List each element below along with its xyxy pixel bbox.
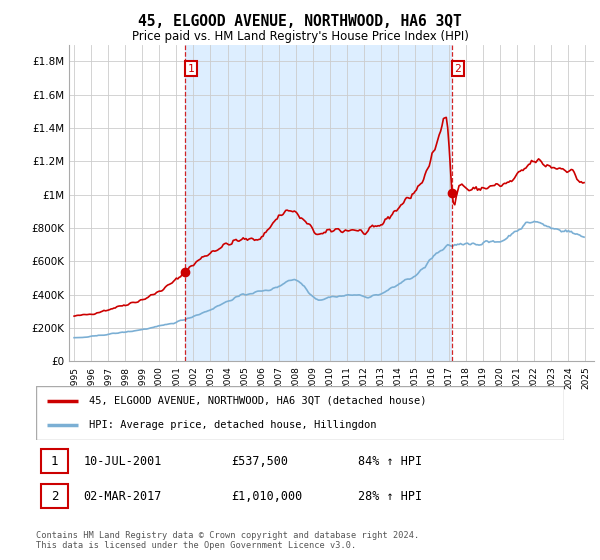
Text: 10-JUL-2001: 10-JUL-2001 — [83, 455, 162, 468]
Text: 45, ELGOOD AVENUE, NORTHWOOD, HA6 3QT (detached house): 45, ELGOOD AVENUE, NORTHWOOD, HA6 3QT (d… — [89, 396, 426, 406]
Text: £1,010,000: £1,010,000 — [232, 490, 302, 503]
Text: 28% ↑ HPI: 28% ↑ HPI — [358, 490, 422, 503]
Text: £537,500: £537,500 — [232, 455, 289, 468]
Text: 84% ↑ HPI: 84% ↑ HPI — [358, 455, 422, 468]
Text: 1: 1 — [51, 455, 58, 468]
FancyBboxPatch shape — [41, 449, 68, 473]
FancyBboxPatch shape — [41, 484, 68, 508]
Text: 1: 1 — [188, 64, 194, 74]
Text: HPI: Average price, detached house, Hillingdon: HPI: Average price, detached house, Hill… — [89, 420, 376, 430]
Text: 2: 2 — [51, 490, 58, 503]
Text: 02-MAR-2017: 02-MAR-2017 — [83, 490, 162, 503]
FancyBboxPatch shape — [36, 386, 564, 440]
Text: 2: 2 — [455, 64, 461, 74]
Text: Price paid vs. HM Land Registry's House Price Index (HPI): Price paid vs. HM Land Registry's House … — [131, 30, 469, 43]
Text: 45, ELGOOD AVENUE, NORTHWOOD, HA6 3QT: 45, ELGOOD AVENUE, NORTHWOOD, HA6 3QT — [138, 14, 462, 29]
Bar — [185, 45, 452, 361]
Text: Contains HM Land Registry data © Crown copyright and database right 2024.
This d: Contains HM Land Registry data © Crown c… — [36, 531, 419, 550]
